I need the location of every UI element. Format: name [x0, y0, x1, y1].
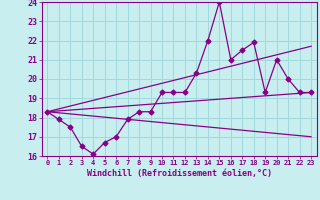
X-axis label: Windchill (Refroidissement éolien,°C): Windchill (Refroidissement éolien,°C)	[87, 169, 272, 178]
